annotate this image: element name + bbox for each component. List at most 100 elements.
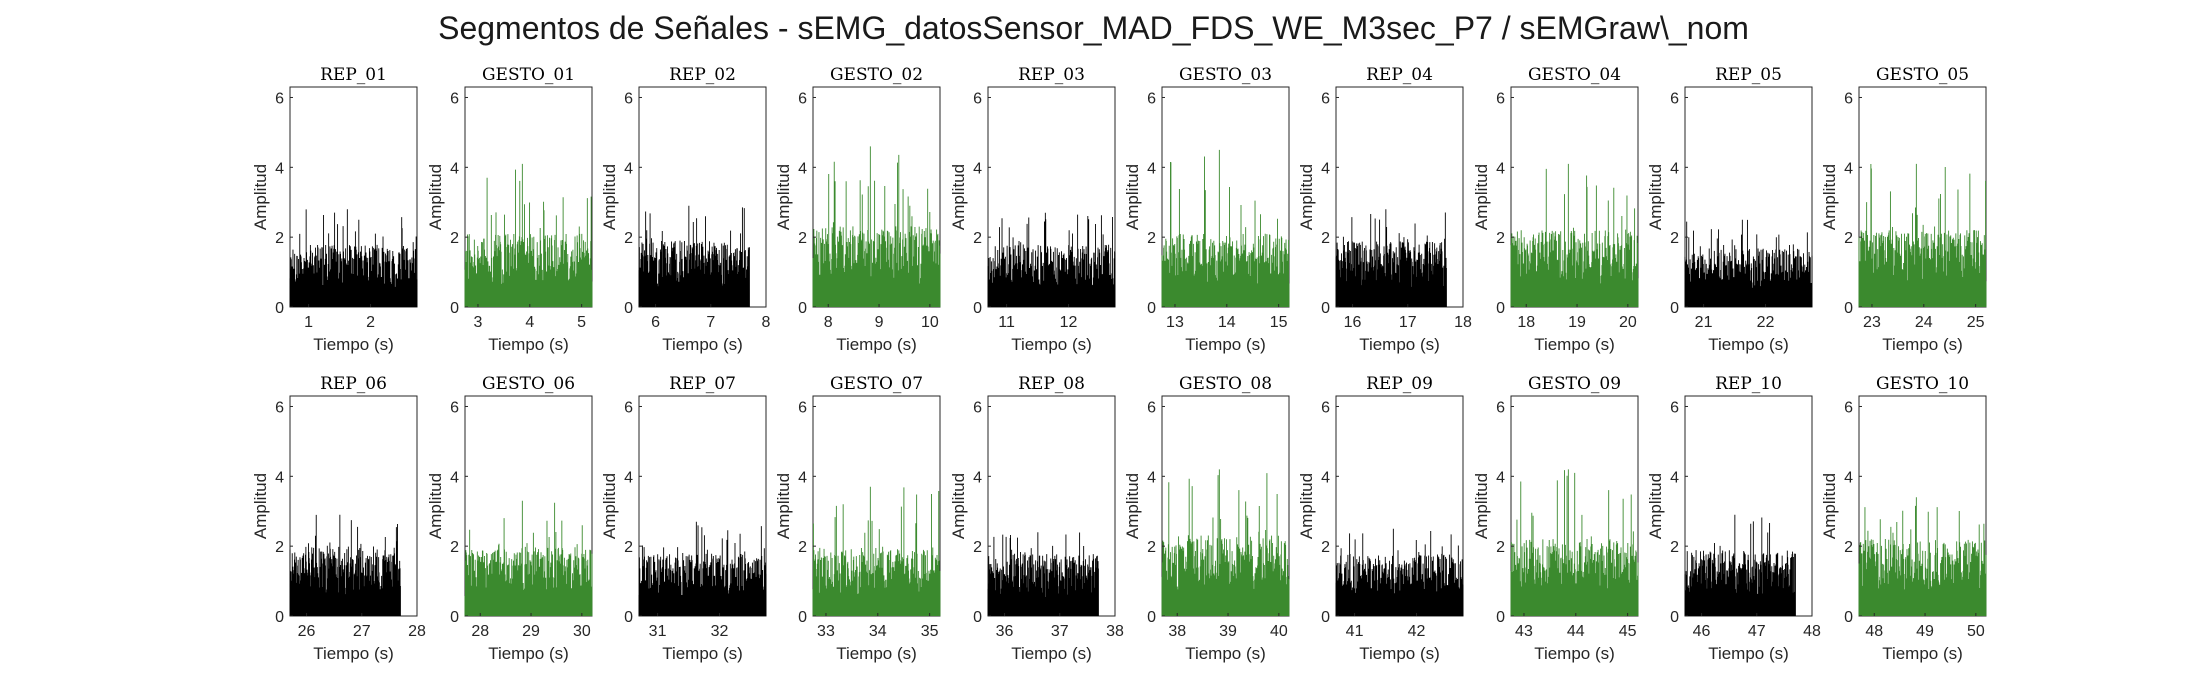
figure-title: Segmentos de Señales - sEMG_datosSensor_…: [438, 10, 1749, 46]
x-tick-label: 35: [921, 623, 939, 640]
signal-series: [1161, 469, 1290, 616]
x-tick-label: 4: [525, 314, 534, 331]
y-tick-label: 6: [450, 399, 459, 416]
subplot-gesto-08: 0 2 4 6 38 39 40 GESTO_08 Tiempo (s) Amplitud: [1123, 374, 1290, 663]
x-tick-label: 31: [649, 623, 667, 640]
y-tick-label: 0: [1844, 300, 1853, 317]
x-tick-label: 46: [1693, 623, 1711, 640]
y-tick-label: 2: [1670, 230, 1679, 247]
signal-series: [289, 209, 418, 307]
y-tick-label: 2: [1670, 539, 1679, 556]
subplot-title: GESTO_03: [1179, 65, 1272, 85]
x-axis-label: Tiempo (s): [662, 335, 743, 354]
subplot-title: REP_04: [1366, 65, 1433, 85]
y-tick-label: 4: [1670, 469, 1679, 486]
y-tick-label: 2: [450, 539, 459, 556]
y-axis-label: Amplitud: [949, 473, 968, 539]
y-tick-label: 4: [1147, 160, 1156, 177]
x-axis-label: Tiempo (s): [1708, 644, 1789, 663]
y-tick-label: 2: [973, 230, 982, 247]
subplot-title: REP_07: [669, 374, 736, 394]
signal-series: [1510, 163, 1639, 307]
x-tick-label: 16: [1344, 314, 1362, 331]
y-axis-label: Amplitud: [426, 473, 445, 539]
y-tick-label: 0: [1496, 300, 1505, 317]
y-tick-label: 4: [275, 469, 284, 486]
x-tick-label: 20: [1619, 314, 1637, 331]
y-tick-label: 4: [1844, 469, 1853, 486]
subplot-gesto-02: 0 2 4 6 8 9 10 GESTO_02 Tiempo (s) Amplitud: [774, 65, 941, 354]
y-axis-label: Amplitud: [1472, 164, 1491, 230]
signal-series: [1510, 469, 1639, 616]
y-tick-label: 4: [798, 469, 807, 486]
x-tick-label: 18: [1454, 314, 1472, 331]
x-tick-label: 42: [1408, 623, 1426, 640]
x-tick-label: 38: [1168, 623, 1186, 640]
y-tick-label: 2: [1844, 230, 1853, 247]
x-tick-label: 48: [1865, 623, 1883, 640]
x-tick-label: 29: [522, 623, 540, 640]
y-tick-label: 6: [973, 399, 982, 416]
x-tick-label: 17: [1399, 314, 1417, 331]
y-tick-label: 2: [1496, 230, 1505, 247]
y-tick-label: 0: [275, 300, 284, 317]
y-tick-label: 6: [1670, 90, 1679, 107]
x-tick-label: 18: [1517, 314, 1535, 331]
y-tick-label: 6: [1496, 399, 1505, 416]
x-axis-label: Tiempo (s): [1185, 335, 1266, 354]
x-tick-label: 38: [1106, 623, 1124, 640]
y-tick-label: 2: [798, 230, 807, 247]
subplot-gesto-06: 0 2 4 6 28 29 30 GESTO_06 Tiempo (s) Amplitud: [426, 374, 593, 663]
x-tick-label: 2: [366, 314, 375, 331]
y-axis-label: Amplitud: [251, 164, 270, 230]
y-tick-label: 4: [275, 160, 284, 177]
subplot-title: GESTO_01: [482, 65, 575, 85]
y-tick-label: 6: [450, 90, 459, 107]
x-tick-label: 24: [1915, 314, 1933, 331]
y-tick-label: 4: [1496, 160, 1505, 177]
x-axis-label: Tiempo (s): [1534, 644, 1615, 663]
subplot-gesto-07: 0 2 4 6 33 34 35 GESTO_07 Tiempo (s) Amplitud: [774, 374, 941, 663]
y-tick-label: 6: [275, 399, 284, 416]
y-tick-label: 6: [798, 90, 807, 107]
y-tick-label: 2: [1321, 230, 1330, 247]
y-tick-label: 0: [624, 609, 633, 626]
subplot-title: GESTO_04: [1528, 65, 1621, 85]
x-tick-label: 33: [817, 623, 835, 640]
y-axis-label: Amplitud: [774, 164, 793, 230]
subplot-gesto-09: 0 2 4 6 43 44 45 GESTO_09 Tiempo (s) Amplitud: [1472, 374, 1639, 663]
y-tick-label: 0: [1670, 300, 1679, 317]
x-tick-label: 7: [706, 314, 715, 331]
subplot-rep-02: 0 2 4 6 6 7 8 REP_02 Tiempo (s) Amplitud: [600, 65, 771, 354]
y-axis-label: Amplitud: [949, 164, 968, 230]
subplot-rep-09: 0 2 4 6 41 42 REP_09 Tiempo (s) Amplitud: [1297, 374, 1464, 663]
subplot-gesto-01: 0 2 4 6 3 4 5 GESTO_01 Tiempo (s) Amplitud: [426, 65, 593, 354]
subplot-title: GESTO_06: [482, 374, 575, 394]
signal-series: [464, 500, 593, 616]
y-tick-label: 4: [450, 469, 459, 486]
x-axis-label: Tiempo (s): [836, 644, 917, 663]
y-tick-label: 4: [973, 160, 982, 177]
x-tick-label: 27: [353, 623, 371, 640]
y-axis-label: Amplitud: [1297, 164, 1316, 230]
y-tick-label: 6: [798, 399, 807, 416]
x-tick-label: 44: [1567, 623, 1585, 640]
y-tick-label: 6: [1496, 90, 1505, 107]
subplot-title: REP_05: [1715, 65, 1782, 85]
subplot-title: REP_08: [1018, 374, 1085, 394]
subplot-rep-08: 0 2 4 6 36 37 38 REP_08 Tiempo (s) Amplitud: [949, 374, 1124, 663]
y-tick-label: 6: [973, 90, 982, 107]
y-axis-label: Amplitud: [774, 473, 793, 539]
x-tick-label: 36: [996, 623, 1014, 640]
y-tick-label: 4: [1670, 160, 1679, 177]
y-tick-label: 4: [1321, 160, 1330, 177]
signal-series: [638, 521, 767, 616]
x-tick-label: 3: [474, 314, 483, 331]
y-tick-label: 0: [1321, 609, 1330, 626]
y-tick-label: 4: [624, 160, 633, 177]
y-tick-label: 4: [1147, 469, 1156, 486]
x-tick-label: 19: [1568, 314, 1586, 331]
x-axis-label: Tiempo (s): [313, 644, 394, 663]
